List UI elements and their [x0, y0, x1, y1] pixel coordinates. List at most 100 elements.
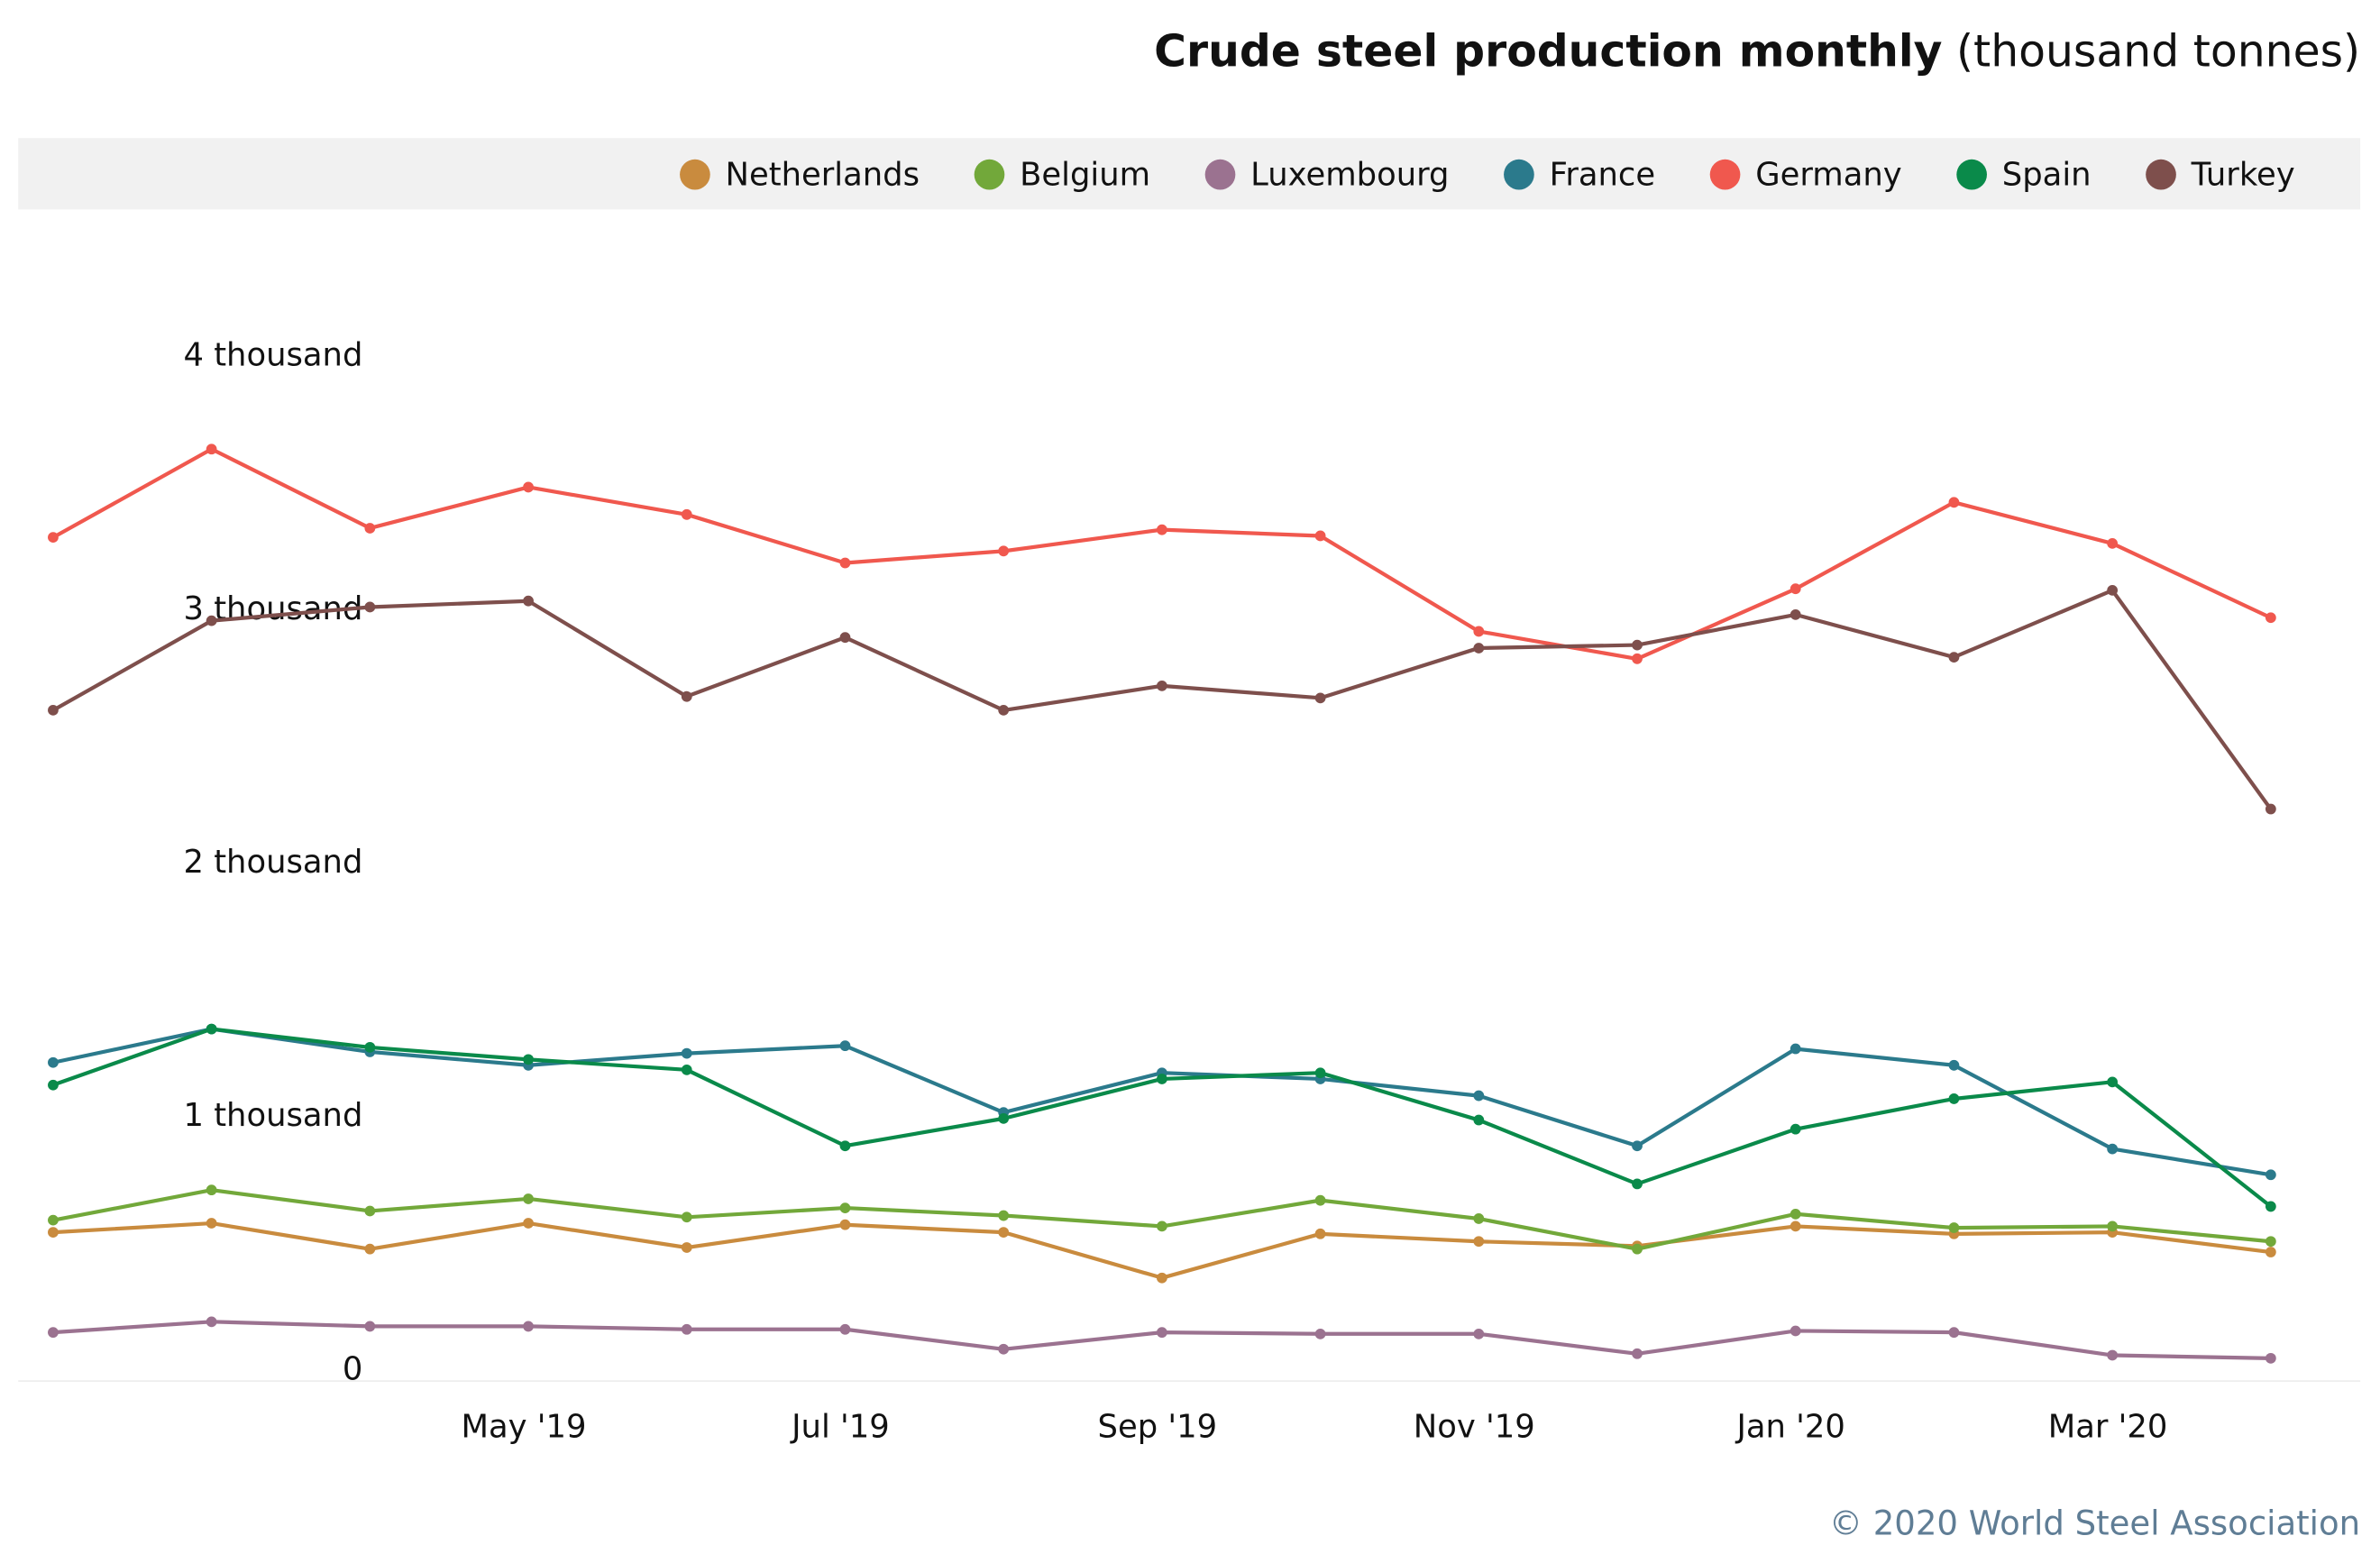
legend-swatch: [1709, 159, 1741, 190]
data-point: [2265, 1352, 2276, 1364]
data-point: [1632, 1243, 1643, 1255]
chart-heading: Crude steel production monthly (thousand…: [1154, 26, 2360, 78]
data-point: [364, 1041, 376, 1053]
x-tick-label: Jul '19: [790, 1408, 890, 1445]
series-line: [52, 1027, 2273, 1209]
data-point: [48, 1056, 59, 1068]
data-point: [1790, 1220, 1801, 1232]
data-point: [48, 532, 59, 544]
legend-label: Turkey: [2191, 156, 2295, 193]
data-point: [523, 1193, 534, 1204]
data-point: [364, 1243, 376, 1255]
data-point: [998, 1112, 1010, 1124]
data-point: [839, 1140, 851, 1152]
data-point: [1314, 1328, 1326, 1339]
legend-swatch: [2146, 159, 2176, 190]
data-point: [2107, 1076, 2119, 1088]
data-point: [1632, 653, 1643, 664]
legend-swatch: [1204, 159, 1236, 190]
data-point: [1473, 1213, 1485, 1224]
legend-swatch: [1956, 159, 1987, 190]
x-tick-label: Mar '20: [2048, 1408, 2168, 1445]
data-point: [2265, 803, 2276, 815]
data-point: [1790, 1325, 1801, 1337]
data-point: [48, 1079, 59, 1091]
data-point: [2265, 612, 2276, 624]
data-point: [48, 1327, 59, 1339]
data-point: [364, 523, 376, 534]
data-point: [681, 690, 692, 702]
data-point: [206, 1023, 217, 1035]
data-point: [1314, 1067, 1326, 1079]
data-point: [1473, 1236, 1485, 1248]
data-point: [206, 1184, 217, 1196]
data-point: [839, 557, 851, 569]
data-point: [206, 1316, 217, 1328]
data-point: [1314, 530, 1326, 542]
data-point: [2265, 1201, 2276, 1212]
legend-swatch: [974, 159, 1005, 190]
data-point: [1948, 1222, 1960, 1233]
data-point: [1790, 583, 1801, 595]
series-line: [51, 447, 2272, 661]
data-point: [364, 1205, 376, 1217]
data-point: [681, 1211, 692, 1223]
data-point: [1790, 1208, 1801, 1220]
data-point: [1314, 692, 1326, 704]
credits: © 2020 World Steel Association: [1829, 1504, 2360, 1543]
data-point: [998, 1227, 1010, 1238]
data-point: [2107, 1143, 2119, 1155]
data-point: [2265, 1169, 2276, 1181]
data-point: [681, 1047, 692, 1059]
data-point: [839, 632, 851, 644]
data-point: [206, 615, 217, 626]
data-point: [523, 595, 534, 607]
data-point: [1948, 1059, 1960, 1071]
data-point: [523, 1054, 534, 1065]
data-point: [1948, 652, 1960, 663]
data-point: [1790, 608, 1801, 620]
data-point: [998, 545, 1010, 557]
data-point: [2107, 1349, 2119, 1361]
legend-label: France: [1550, 156, 1656, 193]
legend-swatch: [1504, 159, 1534, 190]
legend: Netherlands Belgium Luxembourg France German…: [680, 156, 2295, 193]
series-line: [52, 1188, 2271, 1251]
data-point: [2107, 584, 2119, 596]
legend-label: Germany: [1755, 156, 1901, 193]
data-point: [1948, 497, 1960, 508]
data-point: [1156, 1074, 1167, 1084]
legend-label: Belgium: [1020, 156, 1150, 193]
y-tick-label: 1 thousand: [183, 1097, 362, 1134]
y-tick-label: 0: [343, 1350, 362, 1387]
data-point: [681, 508, 692, 520]
data-point: [1473, 643, 1485, 654]
data-point: [1948, 1093, 1960, 1104]
data-point: [1632, 1178, 1643, 1190]
data-point: [1156, 524, 1167, 535]
data-point: [206, 443, 217, 455]
data-point: [1632, 1140, 1643, 1152]
data-point: [839, 1040, 851, 1052]
data-point: [523, 1321, 534, 1332]
data-point: [1632, 1348, 1643, 1359]
data-point: [2107, 537, 2119, 549]
data-point: [48, 1214, 59, 1226]
data-point: [998, 1210, 1010, 1221]
x-tick-label: May '19: [462, 1408, 587, 1445]
data-point: [206, 1218, 217, 1229]
x-tick-label: Nov '19: [1414, 1408, 1535, 1445]
data-point: [1473, 626, 1485, 637]
data-point: [2265, 1236, 2276, 1248]
data-point: [1473, 1114, 1485, 1126]
data-point: [1790, 1043, 1801, 1055]
legend-label: Spain: [2002, 156, 2092, 193]
data-point: [681, 1064, 692, 1075]
data-point: [998, 704, 1010, 716]
data-point: [364, 601, 376, 613]
data-point: [1948, 1327, 1960, 1339]
legend-swatch: [680, 159, 710, 190]
chart-title: Crude steel production monthly: [1154, 26, 1942, 78]
legend-label: Netherlands: [726, 156, 920, 193]
